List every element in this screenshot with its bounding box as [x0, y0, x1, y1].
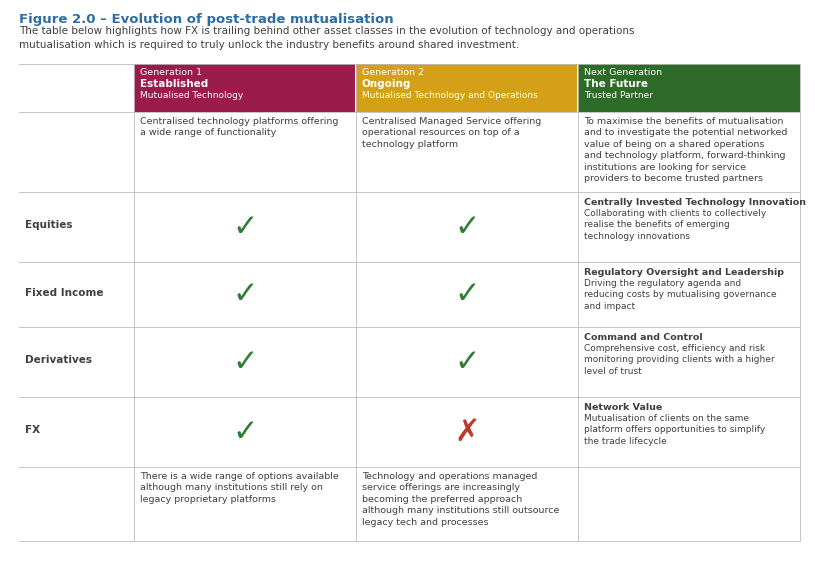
Text: Driving the regulatory agenda and
reducing costs by mutualising governance
and i: Driving the regulatory agenda and reduci…	[584, 279, 777, 311]
Text: Trusted Partner: Trusted Partner	[584, 91, 653, 100]
Text: Figure 2.0 – Evolution of post-trade mutualisation: Figure 2.0 – Evolution of post-trade mut…	[19, 13, 394, 26]
Text: Next Generation: Next Generation	[584, 68, 662, 77]
Text: There is a wide range of options available
although many institutions still rely: There is a wide range of options availab…	[140, 472, 339, 504]
Text: ✓: ✓	[232, 417, 258, 447]
Text: Ongoing: Ongoing	[362, 79, 412, 89]
Text: Network Value: Network Value	[584, 403, 663, 412]
Text: Centralised Managed Service offering
operational resources on top of a
technolog: Centralised Managed Service offering ope…	[362, 117, 541, 149]
Text: Centralised technology platforms offering
a wide range of functionality: Centralised technology platforms offerin…	[140, 117, 338, 137]
Text: Command and Control: Command and Control	[584, 333, 703, 342]
Text: Equities: Equities	[25, 220, 73, 230]
Text: ✓: ✓	[454, 280, 480, 309]
Text: ✓: ✓	[454, 347, 480, 376]
Text: Centrally Invested Technology Innovation: Centrally Invested Technology Innovation	[584, 198, 806, 207]
Text: The Future: The Future	[584, 79, 648, 89]
Text: ✓: ✓	[232, 347, 258, 376]
Text: Derivatives: Derivatives	[25, 355, 92, 365]
Text: ✓: ✓	[454, 213, 480, 241]
Text: The table below highlights how FX is trailing behind other asset classes in the : The table below highlights how FX is tra…	[19, 26, 635, 49]
Text: Technology and operations managed
service offerings are increasingly
becoming th: Technology and operations managed servic…	[362, 472, 559, 527]
Bar	[578, 64, 800, 112]
Text: Mutualised Technology and Operations: Mutualised Technology and Operations	[362, 91, 538, 100]
Text: Regulatory Oversight and Leadership: Regulatory Oversight and Leadership	[584, 268, 784, 277]
Text: Mutualisation of clients on the same
platform offers opportunities to simplify
t: Mutualisation of clients on the same pla…	[584, 414, 765, 446]
Text: Generation 1: Generation 1	[140, 68, 202, 77]
Text: FX: FX	[25, 425, 40, 435]
Text: Fixed Income: Fixed Income	[25, 287, 104, 297]
Text: Mutualised Technology: Mutualised Technology	[140, 91, 243, 100]
Text: Established: Established	[140, 79, 209, 89]
Text: ✓: ✓	[232, 213, 258, 241]
Text: Comprehensive cost, efficiency and risk
monitoring providing clients with a high: Comprehensive cost, efficiency and risk …	[584, 344, 774, 376]
Text: Collaborating with clients to collectively
realise the benefits of emerging
tech: Collaborating with clients to collective…	[584, 209, 766, 241]
Text: ✗: ✗	[454, 417, 480, 447]
Text: ✓: ✓	[232, 280, 258, 309]
Bar	[356, 64, 577, 112]
Text: To maximise the benefits of mutualisation
and to investigate the potential netwo: To maximise the benefits of mutualisatio…	[584, 117, 787, 183]
Text: Generation 2: Generation 2	[362, 68, 424, 77]
Bar	[134, 64, 355, 112]
